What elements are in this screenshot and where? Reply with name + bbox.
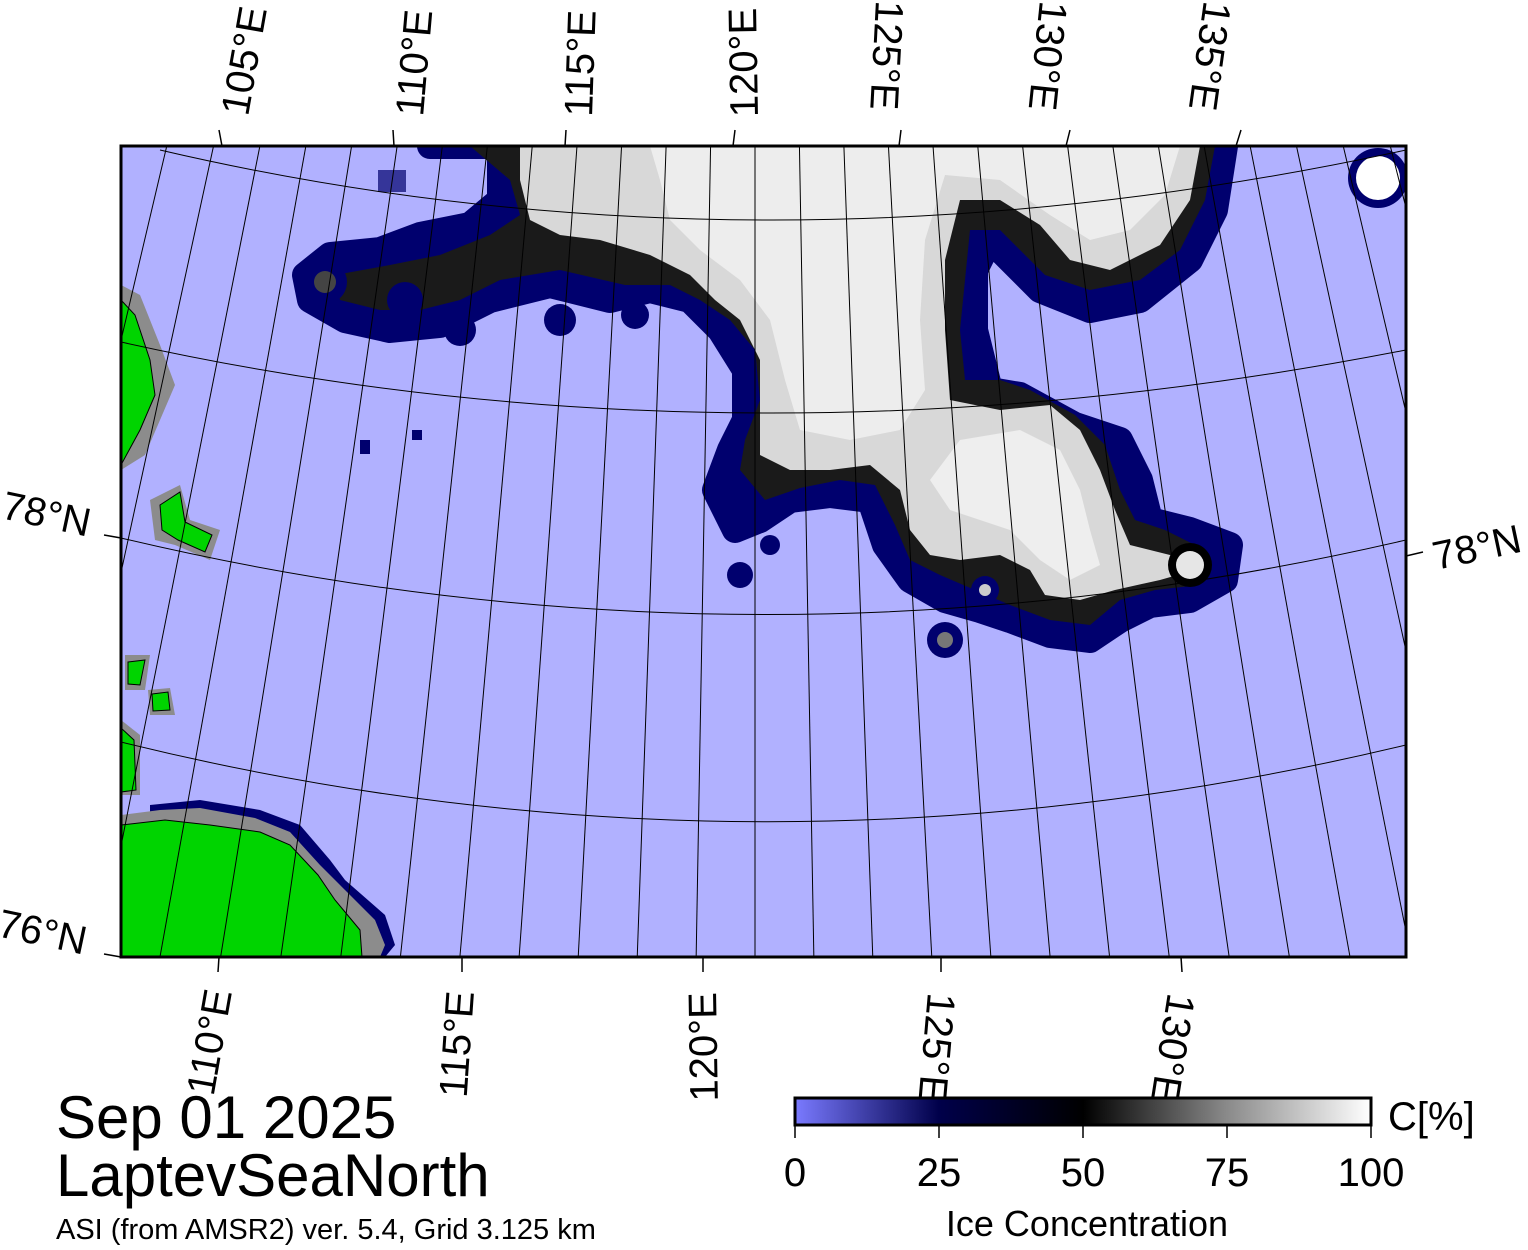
colorbar-ramp	[793, 1096, 1373, 1127]
meridian-line	[0, 1, 67, 913]
top-lon-label: 110°E	[388, 8, 441, 118]
meridian-line	[159, 146, 307, 957]
top-lon-label: 105°E	[214, 3, 276, 118]
graticule-meridians	[0, 0, 1528, 957]
meridian-line	[1444, 1, 1528, 913]
bottom-lon-label: 120°E	[681, 992, 727, 1102]
meridian-line	[1485, 0, 1528, 895]
latitude-labels: 78°N 78°N 76°N	[0, 484, 1525, 964]
colorbar-tick-label: 0	[784, 1151, 806, 1195]
meridian-line	[0, 13, 109, 929]
meridian-line	[843, 146, 874, 957]
lat-label-78n-right: 78°N	[1429, 517, 1526, 579]
meridian-line	[887, 146, 933, 957]
colorbar-title: Ice Concentration	[946, 1203, 1228, 1244]
colorbar-tick-label: 100	[1338, 1151, 1405, 1195]
meridian-line	[577, 146, 623, 957]
meridian-line	[340, 146, 443, 957]
meridian-line	[1249, 146, 1406, 935]
meridian-line	[1389, 146, 1406, 210]
top-lon-label: 130°E	[1020, 0, 1075, 112]
top-lon-label: 115°E	[557, 9, 605, 117]
meridian-line	[220, 146, 353, 957]
meridian-line	[1112, 146, 1230, 957]
graticule-parallels	[121, 149, 1406, 823]
land	[121, 285, 395, 957]
meridian-line	[977, 146, 1051, 957]
meridian-line	[518, 146, 578, 957]
meridian-line	[399, 146, 488, 957]
meridian-line	[932, 146, 992, 957]
meridian-line	[1342, 146, 1406, 415]
colorbar-tick-label: 25	[917, 1151, 962, 1195]
top-lon-label: 125°E	[861, 0, 911, 111]
colorbar: 0 25 50 75 100 C[%] Ice Concentration	[784, 1095, 1475, 1244]
colorbar-tick-label: 50	[1061, 1151, 1106, 1195]
bottom-lon-label: 130°E	[1142, 991, 1203, 1106]
meridian-line	[1402, 13, 1528, 929]
date-label: Sep 01 2025	[56, 1084, 397, 1151]
meridian-line	[1157, 146, 1290, 957]
colorbar-unit-label: C[%]	[1388, 1095, 1475, 1139]
lat-label-76n-left: 76°N	[0, 902, 91, 964]
meridian-line	[1067, 146, 1170, 957]
bottom-lon-label: 110°E	[179, 986, 241, 1098]
top-longitude-labels: 105°E 110°E 115°E 120°E 125°E 130°E 135°…	[214, 0, 1239, 119]
meridian-line	[0, 0, 25, 895]
meridian-line	[121, 146, 168, 343]
meridian-line	[695, 146, 712, 957]
meridian-line	[121, 146, 261, 849]
bottom-lon-label: 115°E	[432, 990, 483, 1099]
tick-marks	[103, 129, 1424, 973]
bottom-lon-label: 125°E	[909, 991, 962, 1104]
colorbar-tick-label: 75	[1205, 1151, 1250, 1195]
ice-floes	[303, 148, 1406, 658]
map-frame	[119, 144, 1408, 959]
top-lon-label: 135°E	[1180, 0, 1239, 113]
product-info: ASI (from AMSR2) ver. 5.4, Grid 3.125 km	[56, 1214, 596, 1246]
meridian-line	[280, 146, 398, 957]
meridian-line	[798, 146, 815, 957]
meridian-line	[121, 146, 215, 575]
region-label: LaptevSeaNorth	[56, 1142, 490, 1209]
meridian-line	[459, 146, 533, 957]
top-lon-label: 120°E	[721, 7, 767, 117]
meridian-line	[1203, 146, 1351, 957]
lat-label-78n-left: 78°N	[0, 484, 95, 546]
meridian-line	[636, 146, 667, 957]
meridian-line	[1022, 146, 1111, 957]
meridian-line	[1295, 146, 1406, 654]
